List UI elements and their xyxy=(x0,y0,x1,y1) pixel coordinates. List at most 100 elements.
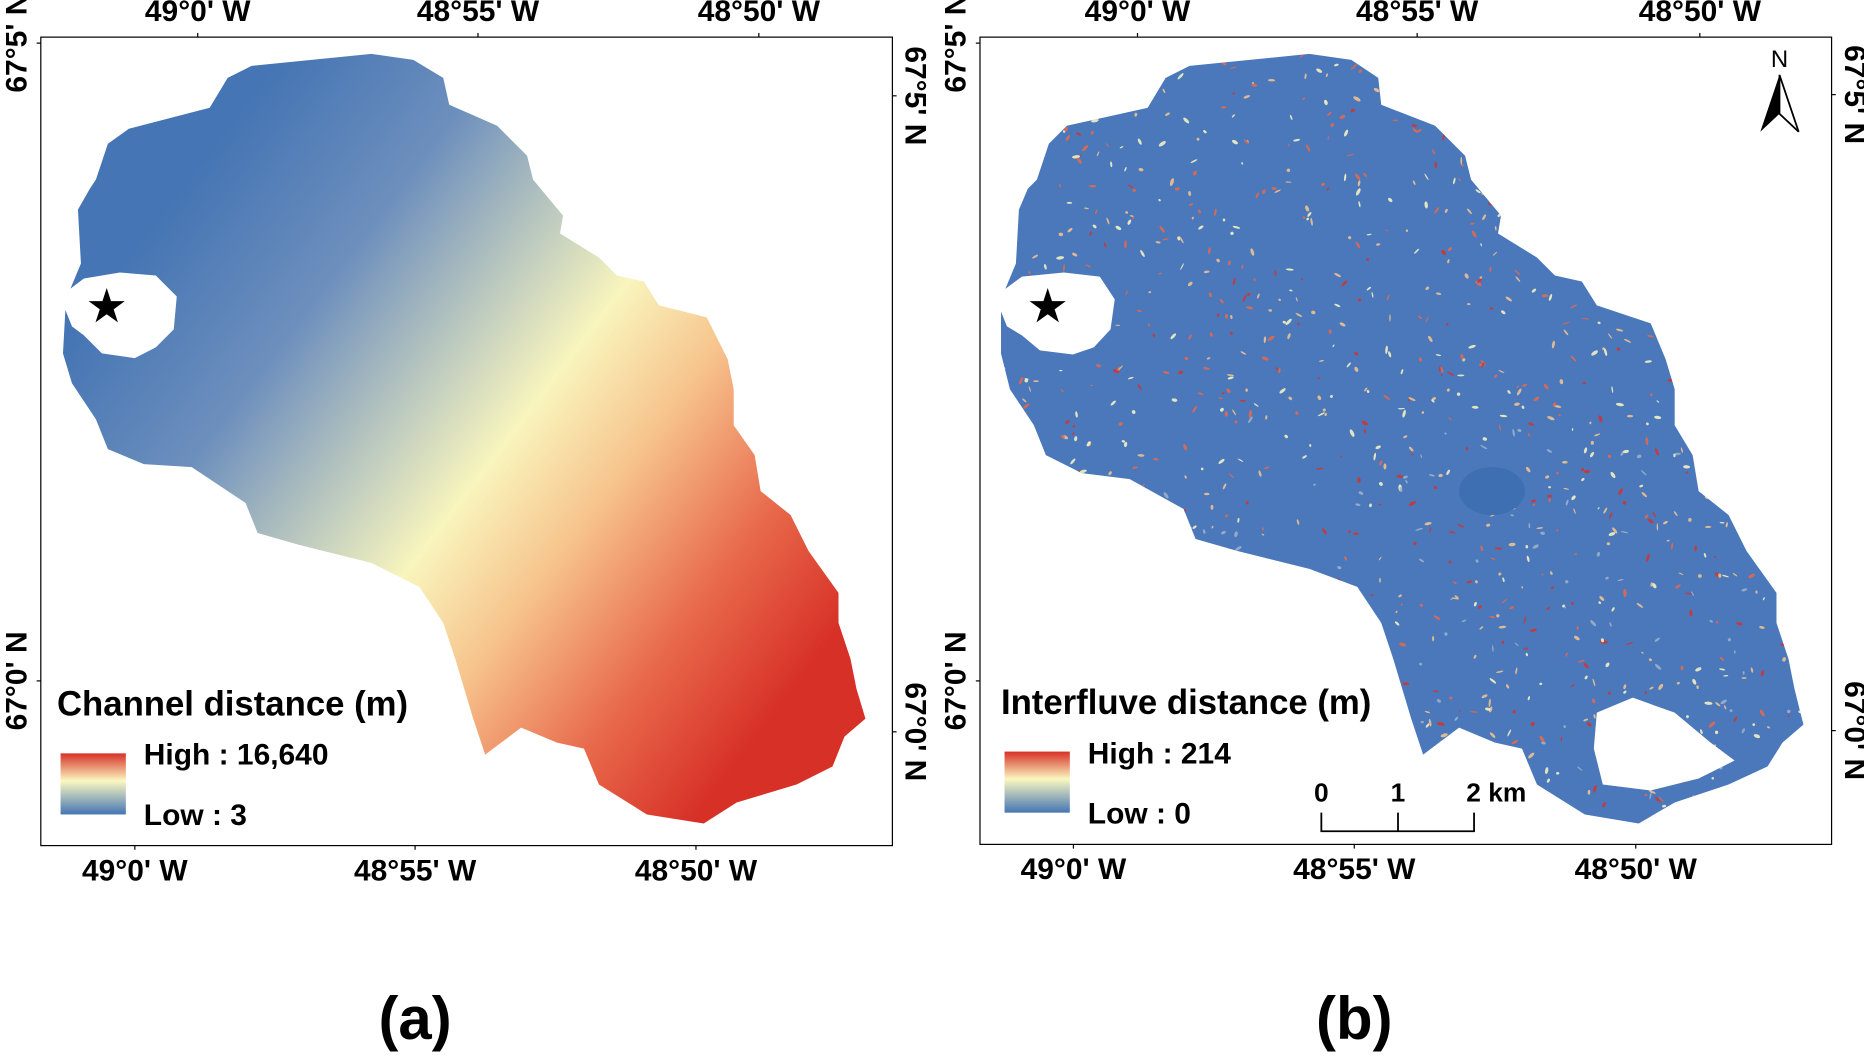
raster-speckle xyxy=(1189,203,1194,206)
raster-speckle xyxy=(1371,291,1374,298)
raster-speckle xyxy=(1363,428,1366,434)
raster-speckle xyxy=(1355,241,1361,249)
raster-speckle xyxy=(1408,446,1414,452)
raster-speckle xyxy=(1134,112,1138,117)
panel-b-interfluve-distance-map: ★ 49°0' W 48°55' W 48°50' W 49°0' W 48°5… xyxy=(932,0,1864,1054)
raster-speckle xyxy=(1428,718,1432,727)
raster-speckle xyxy=(1512,709,1516,714)
raster-speckle xyxy=(1694,545,1697,552)
raster-speckle xyxy=(1574,552,1578,555)
raster-speckle xyxy=(1378,503,1382,506)
raster-speckle xyxy=(1475,189,1481,194)
raster-speckle xyxy=(1506,684,1510,689)
raster-speckle xyxy=(1408,397,1416,402)
raster-speckle xyxy=(1462,358,1466,362)
raster-speckle xyxy=(1304,73,1307,80)
raster-speckle xyxy=(1721,574,1729,578)
raster-speckle xyxy=(1591,350,1598,356)
raster-speckle xyxy=(1366,389,1370,394)
raster-speckle xyxy=(1408,501,1416,506)
raster-speckle xyxy=(1766,726,1771,729)
raster-speckle xyxy=(1528,523,1531,529)
raster-speckle xyxy=(1515,667,1518,675)
raster-speckle xyxy=(1571,495,1576,501)
raster-speckle xyxy=(1478,605,1482,610)
tick-marks xyxy=(975,32,1836,849)
raster-speckle xyxy=(1543,383,1549,390)
raster-speckle xyxy=(1232,92,1235,95)
raster-speckle xyxy=(1373,452,1377,461)
raster-speckle xyxy=(1192,525,1197,529)
raster-speckle xyxy=(1184,356,1189,361)
raster-speckle xyxy=(1444,208,1448,213)
raster-speckle xyxy=(1369,503,1372,508)
raster-speckle xyxy=(1526,555,1530,563)
raster-speckle xyxy=(1383,394,1390,400)
raster-speckle xyxy=(1645,437,1649,446)
raster-speckle xyxy=(1127,184,1135,189)
raster-speckle xyxy=(1346,153,1354,157)
raster-speckle xyxy=(1546,606,1551,611)
raster-speckle xyxy=(1666,539,1670,542)
raster-speckle xyxy=(1366,286,1372,291)
raster-speckle xyxy=(1123,441,1128,448)
raster-speckle xyxy=(1719,668,1726,671)
raster-speckle xyxy=(1505,296,1512,302)
raster-speckle xyxy=(1420,720,1425,724)
raster-speckle xyxy=(1547,494,1552,498)
raster-speckle xyxy=(1550,586,1554,589)
raster-speckle xyxy=(1250,248,1255,256)
lon-tick-bottom: 48°55' W xyxy=(1293,853,1416,886)
raster-speckle xyxy=(1571,601,1574,606)
raster-speckle xyxy=(1323,99,1328,106)
raster-speckle xyxy=(1447,247,1452,252)
raster-speckle xyxy=(1556,471,1559,475)
raster-speckle xyxy=(1188,190,1192,197)
raster-speckle xyxy=(1540,531,1546,535)
raster-speckle xyxy=(1444,432,1447,435)
raster-speckle xyxy=(1399,487,1403,493)
raster-speckle xyxy=(1110,400,1116,406)
raster-speckle xyxy=(1719,521,1725,524)
raster-speckle xyxy=(1723,705,1727,710)
raster-speckle xyxy=(1214,208,1217,216)
raster-speckle xyxy=(1590,440,1594,445)
raster-speckle xyxy=(1561,460,1568,464)
raster-speckle xyxy=(1741,728,1745,734)
raster-speckle xyxy=(1424,710,1430,714)
raster-speckle xyxy=(1130,215,1134,217)
raster-speckle xyxy=(1658,796,1665,803)
raster-speckle xyxy=(1606,542,1611,546)
raster-speckle xyxy=(1118,422,1123,426)
raster-speckle xyxy=(1760,670,1765,677)
raster-speckle xyxy=(1211,525,1214,529)
raster-speckle xyxy=(1546,778,1550,783)
raster-speckle xyxy=(1673,511,1678,517)
raster-speckle xyxy=(1654,637,1660,642)
raster-speckle xyxy=(1480,243,1482,247)
raster-speckle xyxy=(1218,458,1225,464)
raster-speckle xyxy=(1210,504,1214,510)
raster-speckle xyxy=(1648,790,1656,794)
raster-speckle xyxy=(1376,243,1381,246)
raster-speckle xyxy=(1593,714,1596,719)
raster-speckle xyxy=(1275,367,1279,371)
panel-a-channel-distance-map: ★ 49°0' W 48°55' W 48°50' W 49°0' W 48°5… xyxy=(0,0,932,1054)
raster-speckle xyxy=(1692,678,1697,685)
raster-speckle xyxy=(1413,541,1417,546)
raster-speckle xyxy=(1229,66,1237,69)
raster-speckle xyxy=(1419,603,1423,607)
raster-speckle xyxy=(1203,130,1207,134)
raster-speckle xyxy=(1599,595,1605,601)
raster-speckle xyxy=(1576,766,1583,771)
raster-speckle xyxy=(1688,517,1692,522)
raster-speckle xyxy=(1064,126,1069,132)
raster-speckle xyxy=(1489,615,1496,619)
raster-speckle xyxy=(1435,354,1442,357)
raster-speckle xyxy=(1395,610,1398,614)
raster-speckle xyxy=(1084,207,1089,210)
raster-speckle xyxy=(1261,189,1266,194)
raster-speckle xyxy=(1411,124,1418,128)
raster-speckle xyxy=(1788,714,1790,718)
raster-speckle xyxy=(1137,384,1142,390)
